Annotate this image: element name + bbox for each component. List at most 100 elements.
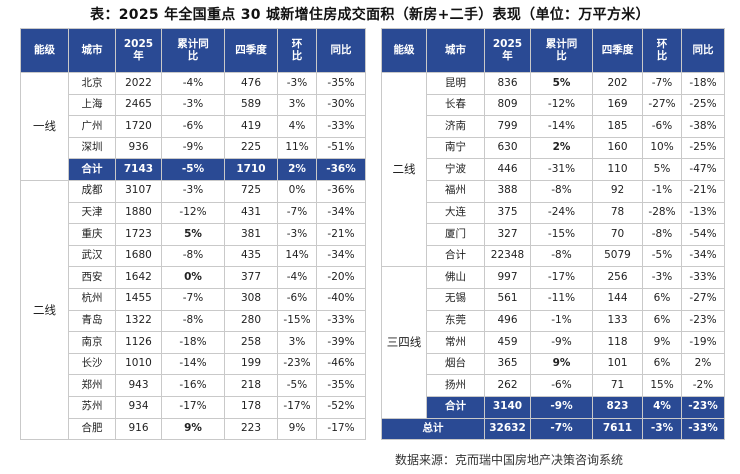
qoq-header: 环比 <box>642 28 682 73</box>
year-total-cell: 934 <box>115 395 162 419</box>
yoy-cell: -35% <box>316 72 366 95</box>
tier-label: 二线 <box>381 71 427 268</box>
ytd-yoy-cell: -9% <box>161 136 225 160</box>
year-total-cell: 630 <box>484 136 531 160</box>
yoy-cell: -54% <box>681 223 725 246</box>
q4-cell: 92 <box>592 179 643 203</box>
city-cell: 合计 <box>426 244 485 268</box>
q4-cell: 435 <box>224 244 278 268</box>
year-total-cell: 1010 <box>115 352 162 376</box>
qoq-cell: -7% <box>642 72 682 95</box>
year-total-cell: 1720 <box>115 115 162 138</box>
q4-cell: 431 <box>224 201 278 225</box>
qoq-cell: 3% <box>277 93 317 117</box>
table-row: 济南 799 -14% 185 -6% -38% <box>382 115 725 138</box>
city-header: 城市 <box>68 28 116 73</box>
year-total-header: 2025 年 <box>115 28 162 73</box>
ytd-yoy-cell: -8% <box>161 244 225 268</box>
yoy-cell: -33% <box>681 266 725 289</box>
qoq-cell: 3% <box>277 331 317 354</box>
yoy-cell: -34% <box>316 244 366 268</box>
city-cell: 天津 <box>68 201 116 225</box>
yoy-cell: -27% <box>681 287 725 311</box>
table-row: 大连 375 -24% 78 -28% -13% <box>382 201 725 225</box>
city-cell: 佛山 <box>426 266 485 289</box>
year-total-cell: 496 <box>484 309 531 333</box>
city-cell: 南宁 <box>426 136 485 160</box>
year-total-cell: 327 <box>484 223 531 246</box>
q4-cell: 256 <box>592 266 643 289</box>
q4-cell: 725 <box>224 179 278 203</box>
q4-cell: 78 <box>592 201 643 225</box>
year-total-cell: 1126 <box>115 331 162 354</box>
year-total-cell: 916 <box>115 417 162 441</box>
ytd-yoy-cell: -8% <box>530 244 593 268</box>
yoy-cell: -47% <box>681 158 725 181</box>
q4-cell: 476 <box>224 72 278 95</box>
right-data-table: 能级 城市 2025 年累计同比四季度环比同比 二线 昆明 836 5% 202 -7% -18%… <box>381 28 725 441</box>
table-row: 东莞 496 -1% 133 6% -23% <box>382 309 725 333</box>
city-cell: 广州 <box>68 115 116 138</box>
table-row: 武汉 1680 -8% 435 14% -34% <box>21 244 366 268</box>
city-cell: 无锡 <box>426 287 485 311</box>
ytd-yoy-cell: -9% <box>530 395 593 419</box>
ytd-yoy-cell: 5% <box>530 72 593 95</box>
qoq-cell: 5% <box>642 158 682 181</box>
tier-header: 能级 <box>381 28 427 73</box>
qoq-cell: 4% <box>277 115 317 138</box>
city-cell: 扬州 <box>426 374 485 397</box>
q4-cell: 308 <box>224 287 278 311</box>
q4-cell: 178 <box>224 395 278 419</box>
city-cell: 合计 <box>426 395 485 419</box>
q4-header: 四季度 <box>224 28 278 73</box>
ytd-yoy-cell: -8% <box>530 179 593 203</box>
qoq-cell: 15% <box>642 374 682 397</box>
table-row: 常州 459 -9% 118 9% -19% <box>382 331 725 354</box>
left-data-table: 能级 城市 2025 年累计同比四季度环比同比 一线 北京 2022 -4% 476 -3% -3… <box>20 28 366 441</box>
yoy-cell: -25% <box>681 136 725 160</box>
q4-cell: 202 <box>592 72 643 95</box>
grand-total-row: 总计 32632 -7% 7611 -3% -33% <box>381 417 725 441</box>
table-row: 三四线 佛山 997 -17% 256 -3% -33% <box>381 266 725 419</box>
year-total-cell: 262 <box>484 374 531 397</box>
city-cell: 合计 <box>68 158 116 181</box>
yoy-cell: -30% <box>316 93 366 117</box>
yoy-cell: -21% <box>681 179 725 203</box>
table-row: 福州 388 -8% 92 -1% -21% <box>382 179 725 203</box>
ytd-yoy-cell: -14% <box>161 352 225 376</box>
ytd-yoy-cell: 9% <box>161 417 225 441</box>
year-total-cell: 1642 <box>115 266 162 289</box>
city-cell: 南京 <box>68 331 116 354</box>
year-total-cell: 1455 <box>115 287 162 311</box>
table-row: 厦门 327 -15% 70 -8% -54% <box>382 223 725 246</box>
qoq-cell: -28% <box>642 201 682 225</box>
qoq-cell: 6% <box>642 287 682 311</box>
city-cell: 成都 <box>68 179 116 203</box>
tier-header: 能级 <box>20 28 69 73</box>
qoq-cell: -15% <box>277 309 317 333</box>
ytd-yoy-cell: 5% <box>161 223 225 246</box>
q4-cell: 144 <box>592 287 643 311</box>
table-row: 杭州 1455 -7% 308 -6% -40% <box>21 287 366 311</box>
qoq-cell: 9% <box>642 331 682 354</box>
qoq-cell: 10% <box>642 136 682 160</box>
qoq-cell: -8% <box>642 223 682 246</box>
q4-cell: 7611 <box>592 417 643 441</box>
grand-total-label: 总计 <box>381 417 485 441</box>
q4-cell: 377 <box>224 266 278 289</box>
yoy-cell: -36% <box>316 158 366 181</box>
table-row: 宁波 446 -31% 110 5% -47% <box>382 158 725 181</box>
city-cell: 东莞 <box>426 309 485 333</box>
header-row: 能级 城市 2025 年累计同比四季度环比同比 <box>381 28 725 73</box>
table-row: 一线 北京 2022 -4% 476 -3% -35% <box>20 72 366 181</box>
q4-cell: 589 <box>224 93 278 117</box>
yoy-cell: 2% <box>681 352 725 376</box>
city-cell: 郑州 <box>68 374 116 397</box>
yoy-cell: -13% <box>681 201 725 225</box>
city-cell: 重庆 <box>68 223 116 246</box>
year-total-cell: 997 <box>484 266 531 289</box>
q4-cell: 199 <box>224 352 278 376</box>
qoq-cell: 0% <box>277 179 317 203</box>
year-total-cell: 446 <box>484 158 531 181</box>
yoy-cell: -39% <box>316 331 366 354</box>
